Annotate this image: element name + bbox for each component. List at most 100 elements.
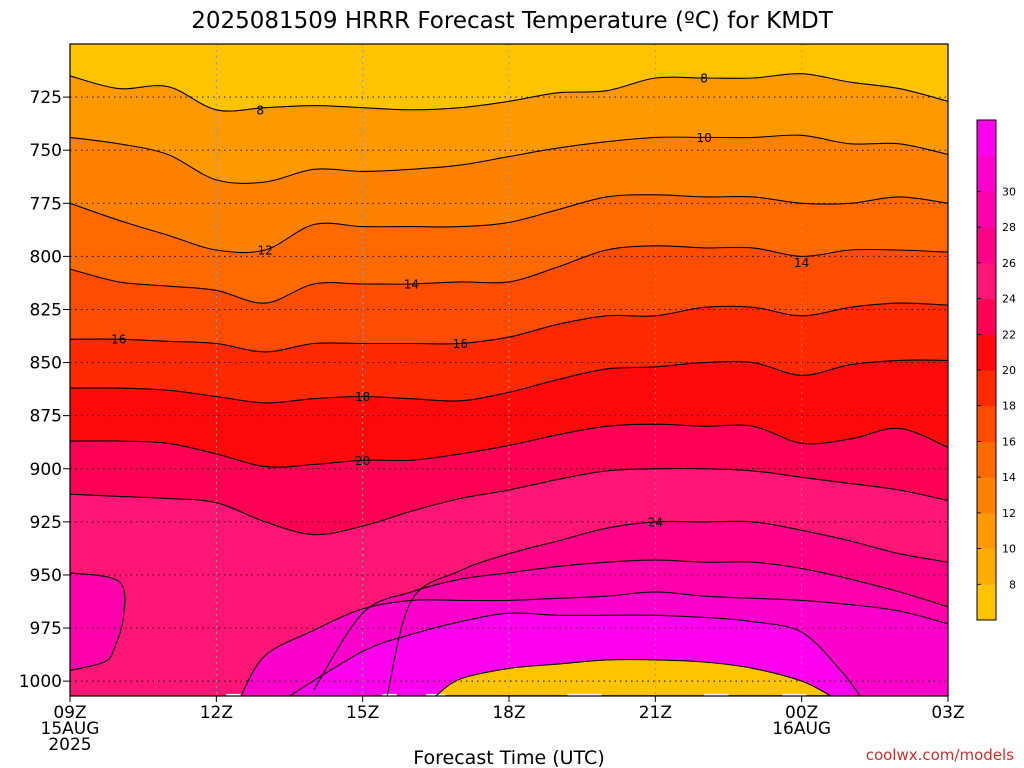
colorbar-segment-26	[977, 227, 996, 264]
ground-gap-4	[704, 693, 729, 696]
contour-line-32-12	[435, 658, 832, 696]
contour-line-14-3	[70, 245, 948, 304]
contour-label-text: 8	[256, 103, 264, 117]
contour-line-18-5	[70, 359, 948, 404]
x-tick-label-9-0: 18Z	[492, 703, 525, 723]
y-tick-label-800: 800	[30, 247, 62, 267]
colorbar-segment-18	[977, 370, 996, 407]
y-tick-label-750: 750	[30, 141, 62, 161]
contour-line-30-11	[289, 612, 861, 696]
x-tick-label-0-1: 15AUG	[41, 719, 100, 739]
chart-title: 2025081509 HRRR Forecast Temperature (ºC…	[191, 8, 834, 34]
contour-label-16-7: 16	[453, 337, 468, 351]
colorbar-label-16: 16	[1002, 435, 1016, 448]
x-axis-title: Forecast Time (UTC)	[413, 747, 604, 768]
x-tick-label-0-0: 09Z	[53, 703, 86, 723]
contour-line-20-6	[70, 423, 948, 468]
contour-lines	[70, 73, 948, 696]
contour-label-text: 14	[404, 277, 419, 291]
contour-label-14-4: 14	[404, 277, 419, 291]
contour-label-text: 18	[355, 390, 370, 404]
contour-label-16-6: 16	[111, 333, 126, 347]
contour-label-text: 12	[257, 244, 272, 258]
band-fill-26-13	[70, 572, 125, 671]
contour-label-8-0: 8	[256, 103, 264, 117]
colorbar-segment-6	[977, 584, 996, 621]
y-tick-label-975: 975	[30, 619, 62, 639]
colorbar-segment-8	[977, 548, 996, 585]
contour-line-28-10	[240, 591, 948, 696]
colorbar-segment-30	[977, 155, 996, 192]
contour-label-text: 24	[648, 515, 663, 529]
colorbar-segment-24	[977, 262, 996, 300]
colorbar-label-8: 8	[1009, 578, 1016, 591]
x-tick-label-0-2: 2025	[48, 735, 91, 755]
colorbar-label-26: 26	[1002, 257, 1016, 270]
contour-label-18-8: 18	[355, 390, 370, 404]
contour-label-text: 16	[111, 333, 126, 347]
band-fill-32-12	[435, 659, 831, 696]
x-tick-label-3-0: 12Z	[200, 703, 233, 723]
contour-labels: 8 8 10 12 14 14 16 16 18 20 24	[111, 71, 809, 529]
colorbar-label-18: 18	[1002, 400, 1016, 413]
y-tick-label-950: 950	[30, 566, 62, 586]
contour-line-8-0	[70, 73, 948, 112]
ground-gap-2	[426, 693, 446, 696]
colorbar-label-30: 30	[1002, 185, 1016, 198]
contour-line-26-13	[70, 572, 126, 672]
y-tick-label-850: 850	[30, 354, 62, 374]
colorbar-segment-28	[977, 191, 996, 228]
y-tick-label-825: 825	[30, 300, 62, 320]
contour-label-text: 14	[794, 256, 809, 270]
y-tick-label-725: 725	[30, 88, 62, 108]
colorbar-label-28: 28	[1002, 221, 1016, 234]
y-tick-label-775: 775	[30, 194, 62, 214]
contour-label-text: 16	[453, 337, 468, 351]
contour-label-text: 20	[355, 454, 370, 468]
colorbar-label-24: 24	[1002, 293, 1016, 306]
contour-line-26-9	[313, 559, 948, 690]
colorbar-label-12: 12	[1002, 507, 1016, 520]
x-tick-label-18-0: 03Z	[931, 703, 964, 723]
contour-line-24-8	[386, 520, 948, 696]
contour-label-text: 10	[696, 131, 711, 145]
contour-line-16-4	[70, 302, 948, 353]
ground-gap-3	[567, 693, 602, 696]
colorbar-label-22: 22	[1002, 328, 1016, 341]
contour-label-8-1: 8	[700, 71, 708, 85]
colorbar-segment-32	[977, 120, 996, 157]
contour-label-text: 8	[700, 71, 708, 85]
x-tick-label-15-0: 00Z	[785, 703, 818, 723]
contour-line-12-2	[70, 194, 948, 254]
colorbar-label-20: 20	[1002, 364, 1016, 377]
x-tick-label-12-0: 21Z	[639, 703, 672, 723]
colorbar-label-10: 10	[1002, 543, 1016, 556]
y-axis: 725 750 775 800 825 850 875 900 925 950 975 1000	[19, 88, 70, 692]
x-tick-label-6-0: 15Z	[346, 703, 379, 723]
plot-area	[70, 44, 948, 696]
colorbar-label-14: 14	[1002, 471, 1016, 484]
filled-contours	[70, 44, 948, 696]
ground-gap-0	[226, 693, 241, 696]
colorbar-segment-22	[977, 298, 996, 335]
colorbar: 8 10 12 14 16 18 20 22 24 26 28 30	[976, 119, 1016, 621]
contour-line-22-7	[70, 467, 948, 536]
colorbar-segment-14	[977, 441, 996, 478]
contour-line-10-1	[70, 134, 948, 184]
y-tick-label-875: 875	[30, 407, 62, 427]
contour-label-24-10: 24	[648, 515, 663, 529]
y-tick-label-900: 900	[30, 460, 62, 480]
contour-label-10-2: 10	[696, 131, 711, 145]
colorbar-segment-16	[977, 405, 996, 442]
colorbar-segment-20	[977, 334, 996, 371]
credit-text[interactable]: coolwx.com/models	[866, 746, 1014, 764]
colorbar-segment-10	[977, 512, 996, 550]
contour-label-14-5: 14	[794, 256, 809, 270]
x-tick-label-15-1: 16AUG	[772, 719, 831, 739]
colorbar-segment-12	[977, 477, 996, 514]
ground-gap-5	[782, 693, 807, 696]
ground-gap-1	[382, 693, 397, 696]
contour-label-20-9: 20	[355, 454, 370, 468]
y-tick-label-925: 925	[30, 513, 62, 533]
